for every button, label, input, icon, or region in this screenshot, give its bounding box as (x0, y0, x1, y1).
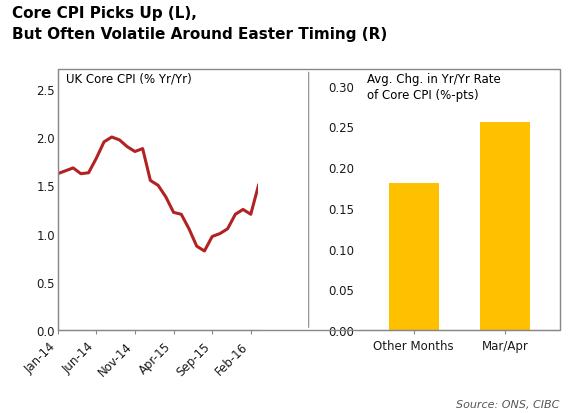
Text: Avg. Chg. in Yr/Yr Rate
of Core CPI (%-pts): Avg. Chg. in Yr/Yr Rate of Core CPI (%-p… (367, 73, 501, 102)
Text: Core CPI Picks Up (L),: Core CPI Picks Up (L), (12, 6, 196, 21)
Text: Source: ONS, CIBC: Source: ONS, CIBC (456, 399, 560, 409)
Text: UK Core CPI (% Yr/Yr): UK Core CPI (% Yr/Yr) (66, 73, 192, 86)
Text: But Often Volatile Around Easter Timing (R): But Often Volatile Around Easter Timing … (12, 27, 387, 42)
Bar (388, 184, 439, 330)
Bar (480, 123, 530, 330)
